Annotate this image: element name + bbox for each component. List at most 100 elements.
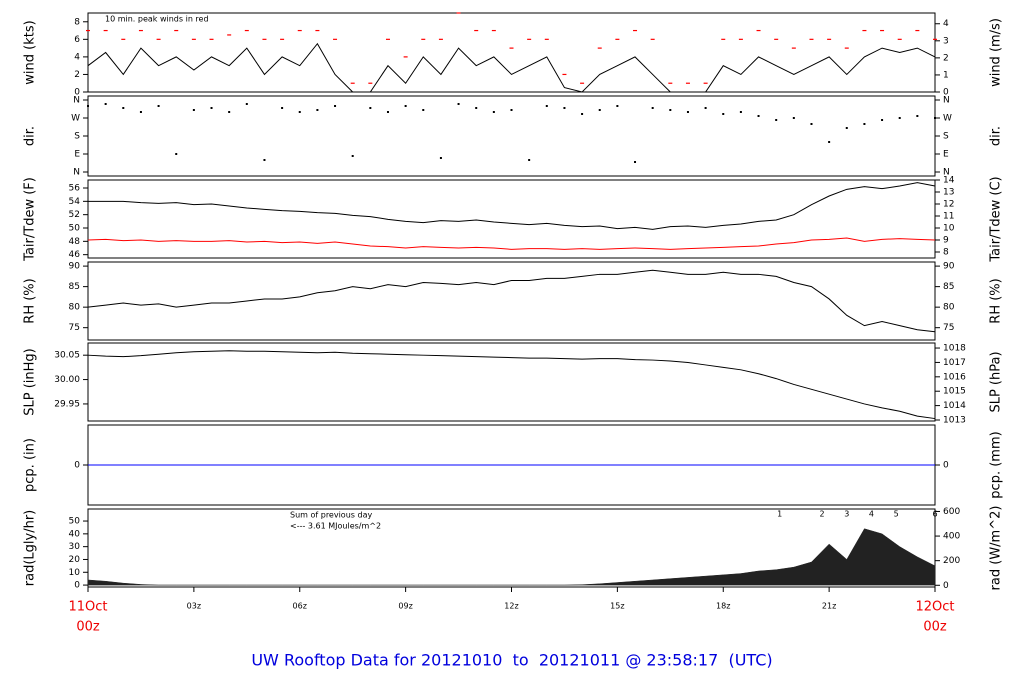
annotation: <--- 3.61 MJoules/m^2 [290, 522, 381, 531]
data-point [775, 119, 778, 121]
data-point [439, 157, 442, 159]
y-tick-label: 90 [69, 262, 81, 272]
y2-tick-label: 600 [943, 507, 960, 517]
y2-tick-label: N [943, 168, 950, 178]
data-point [581, 113, 584, 115]
data-point [722, 113, 725, 115]
y2-tick-label: 3 [943, 36, 949, 46]
data-point [404, 105, 407, 107]
data-point [157, 105, 160, 107]
y2-tick-label: E [943, 150, 949, 160]
hour-marker: 5 [894, 510, 899, 519]
y2-tick-label: 200 [943, 556, 960, 566]
hour-marker: 3 [844, 510, 849, 519]
y2-tick-label: 13 [943, 188, 954, 198]
y2-tick-label: 10 [943, 224, 955, 234]
y2-tick-label: 400 [943, 532, 960, 542]
y-tick-label: 80 [69, 303, 81, 313]
data-point [298, 111, 301, 113]
y2-axis-title: Tair/Tdew (C) [989, 176, 1004, 262]
y2-tick-label: 12 [943, 200, 954, 210]
data-point [104, 103, 107, 105]
hour-marker: 4 [869, 510, 874, 519]
y2-axis-title: RH (%) [989, 278, 1004, 323]
y2-tick-label: 11 [943, 212, 954, 222]
data-point [704, 107, 707, 109]
y-tick-label: 46 [69, 250, 81, 260]
y2-tick-label: W [943, 114, 952, 124]
data-point [475, 107, 478, 109]
y2-tick-label: 1017 [943, 358, 966, 368]
data-point [87, 105, 89, 107]
data-point [845, 127, 848, 129]
data-point [245, 103, 248, 105]
data-point [792, 117, 795, 119]
y-axis-title: rad(Lgly/hr) [23, 510, 38, 586]
data-point [228, 111, 231, 113]
data-point [492, 111, 495, 113]
y-tick-label: 0 [74, 88, 80, 98]
y-tick-label: 54 [69, 197, 81, 207]
x-tick-label: 15z [610, 602, 624, 611]
x-tick-label: 09z [398, 602, 412, 611]
data-line [87, 350, 936, 420]
y2-tick-label: 1013 [943, 415, 966, 425]
data-point [422, 109, 425, 111]
x-tick-label: 18z [716, 602, 730, 611]
y-tick-label: 2 [74, 70, 80, 80]
y-tick-label: 10 [69, 568, 81, 578]
y-tick-label: 50 [69, 224, 81, 234]
data-point [316, 109, 319, 111]
data-point [139, 111, 142, 113]
y2-tick-label: 14 [943, 176, 955, 186]
annotation: Sum of previous day [290, 511, 372, 520]
data-line [88, 182, 936, 230]
y-tick-label: 8 [74, 17, 80, 27]
y2-axis-title: wind (m/s) [989, 18, 1004, 87]
chart-title: UW Rooftop Data for 20121010 to 20121011… [251, 651, 772, 670]
hour-marker: 2 [820, 510, 825, 519]
y-axis-title: dir. [23, 126, 38, 146]
y2-tick-label: 1 [943, 70, 949, 80]
y2-tick-label: 0 [943, 461, 949, 471]
data-point [457, 103, 460, 105]
y2-tick-label: S [943, 132, 949, 142]
y-axis-title: SLP (inHg) [23, 348, 38, 416]
data-line [87, 269, 936, 333]
x-tick-label: 12z [504, 602, 518, 611]
y2-axis-title: SLP (hPa) [989, 351, 1004, 412]
y-tick-label: N [73, 168, 80, 178]
y2-tick-label: 0 [943, 88, 949, 98]
x-tick-label: 00z [923, 620, 947, 635]
y2-tick-label: 1016 [943, 372, 966, 382]
panel-frame [87, 95, 936, 177]
x-tick-label: 03z [187, 602, 201, 611]
data-point [510, 109, 513, 111]
y-tick-label: 85 [69, 282, 80, 292]
y-tick-label: 0 [74, 461, 80, 471]
data-point [263, 159, 266, 161]
y2-tick-label: 1015 [943, 387, 966, 397]
data-point [351, 155, 354, 157]
y-tick-label: E [74, 150, 80, 160]
y-tick-label: 56 [69, 184, 81, 194]
data-line [87, 237, 936, 250]
y-tick-label: S [74, 132, 80, 142]
data-point [757, 115, 760, 117]
data-point [739, 111, 742, 113]
data-point [916, 115, 919, 117]
annotation: 10 min. peak winds in red [105, 15, 209, 24]
y-axis-title: Tair/Tdew (F) [23, 177, 38, 262]
data-area [87, 528, 936, 586]
y-tick-label: 30.00 [54, 375, 80, 385]
data-point [616, 105, 619, 107]
data-point [898, 117, 901, 119]
data-point [828, 141, 831, 143]
y2-tick-label: 2 [943, 53, 949, 63]
y-tick-label: 29.95 [54, 399, 80, 409]
data-point [386, 111, 389, 113]
y-tick-label: W [71, 114, 80, 124]
y2-axis-title: rad (W/m^2) [989, 506, 1004, 591]
data-point [810, 123, 813, 125]
